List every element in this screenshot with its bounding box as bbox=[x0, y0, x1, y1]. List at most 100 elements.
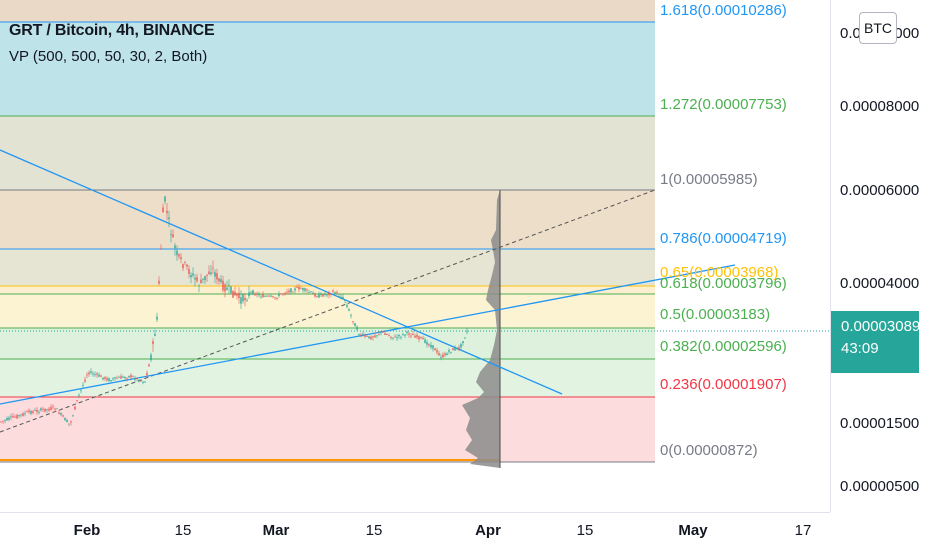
fib-zone-top bbox=[0, 0, 655, 22]
candle-body bbox=[124, 377, 126, 378]
candle-body bbox=[322, 294, 324, 297]
candle-body bbox=[394, 336, 396, 338]
candle-body bbox=[270, 295, 272, 297]
price-label: 0.00008000 bbox=[840, 98, 920, 115]
candle-body bbox=[290, 288, 292, 293]
candle-body bbox=[156, 316, 158, 320]
candle-body bbox=[18, 415, 20, 416]
time-label-may-17: 17 bbox=[794, 522, 812, 539]
candle-body bbox=[166, 210, 168, 214]
candle-body bbox=[70, 421, 72, 423]
candle-body bbox=[300, 288, 302, 290]
candle-body bbox=[332, 290, 334, 292]
candle-body bbox=[114, 377, 116, 379]
candle-body bbox=[252, 290, 254, 295]
fib-zone-0.236 bbox=[0, 397, 655, 462]
candle-body bbox=[380, 331, 382, 333]
descending-trendline bbox=[0, 149, 563, 395]
candle-body bbox=[178, 254, 180, 257]
candle-body bbox=[86, 374, 88, 376]
candle-body bbox=[42, 408, 44, 410]
indicator-legend[interactable]: VP (500, 500, 50, 30, 2, Both) bbox=[9, 48, 208, 65]
time-label-mar-15: 15 bbox=[365, 522, 383, 539]
candle-body bbox=[198, 285, 200, 287]
candle-body bbox=[412, 334, 414, 336]
candle-body bbox=[438, 353, 440, 356]
fib-label-0.236: 0.236(0.00001907) bbox=[660, 376, 787, 393]
candle-body bbox=[138, 380, 140, 382]
candle-body bbox=[220, 279, 222, 283]
candle-body bbox=[278, 294, 280, 297]
candle-body bbox=[266, 295, 268, 297]
candle-body bbox=[22, 413, 24, 416]
candle-body bbox=[82, 385, 84, 386]
candle-body bbox=[186, 264, 188, 267]
candle-body bbox=[8, 417, 10, 420]
candle-body bbox=[256, 293, 258, 295]
candle-body bbox=[202, 278, 204, 280]
fib-label-1.618: 1.618(0.00010286) bbox=[660, 2, 787, 19]
candle-body bbox=[436, 350, 438, 353]
candle-body bbox=[136, 377, 138, 380]
candle-body bbox=[446, 353, 448, 356]
candle-body bbox=[246, 299, 248, 301]
fib-label-0.5: 0.5(0.00003183) bbox=[660, 306, 771, 323]
price-label: 0.00000500 bbox=[840, 478, 920, 495]
fib-zone-0.618 bbox=[0, 294, 655, 328]
candle-body bbox=[344, 300, 346, 301]
candle-body bbox=[398, 334, 400, 337]
candle-body bbox=[126, 378, 128, 379]
price-chart[interactable] bbox=[0, 0, 830, 512]
candle-body bbox=[176, 250, 178, 256]
candle-body bbox=[182, 264, 184, 269]
candle-body bbox=[260, 296, 262, 298]
candle-body bbox=[354, 323, 356, 327]
candle-body bbox=[420, 337, 422, 338]
candle-body bbox=[432, 345, 434, 349]
candle-body bbox=[102, 377, 104, 380]
candle-body bbox=[184, 262, 186, 263]
candle-body bbox=[160, 248, 162, 250]
candle-body bbox=[338, 296, 340, 297]
candle-body bbox=[352, 321, 354, 322]
candle-body bbox=[318, 294, 320, 298]
candle-body bbox=[56, 408, 58, 410]
price-axis[interactable]: 0.00010000 BTC 0.00008000 0.00006000 0.0… bbox=[830, 0, 932, 512]
currency-button[interactable]: BTC bbox=[859, 12, 897, 44]
candle-body bbox=[152, 341, 154, 345]
candle-body bbox=[150, 354, 152, 361]
ascending-trendline bbox=[0, 264, 736, 405]
candle-body bbox=[174, 245, 176, 249]
time-axis[interactable]: Feb 15 Mar 15 Apr 15 May 17 bbox=[0, 512, 830, 551]
candle-body bbox=[248, 292, 250, 297]
candle-body bbox=[424, 339, 426, 343]
candle-body bbox=[234, 291, 236, 296]
candle-body bbox=[342, 297, 344, 299]
candle-body bbox=[390, 336, 392, 338]
candle-body bbox=[20, 414, 22, 416]
candle-body bbox=[216, 273, 218, 280]
candle-body bbox=[442, 354, 444, 358]
candle-body bbox=[108, 378, 110, 381]
time-label-feb: Feb bbox=[73, 522, 101, 539]
fib-zone-1.618 bbox=[0, 22, 655, 116]
candle-body bbox=[444, 353, 446, 356]
fib-zone-0.786 bbox=[0, 249, 655, 286]
candle-body bbox=[452, 348, 454, 351]
candle-body bbox=[240, 297, 242, 304]
candle-body bbox=[316, 296, 318, 298]
candle-body bbox=[238, 292, 240, 299]
chart-area[interactable]: GRT / Bitcoin, 4h, BINANCE VP (500, 500,… bbox=[0, 0, 830, 512]
candle-body bbox=[208, 271, 210, 275]
candle-body bbox=[382, 331, 384, 333]
candle-body bbox=[422, 338, 424, 340]
symbol-title[interactable]: GRT / Bitcoin, 4h, BINANCE bbox=[9, 22, 215, 39]
candle-body bbox=[38, 412, 40, 413]
candle-body bbox=[362, 334, 364, 335]
candle-body bbox=[192, 273, 194, 276]
candle-body bbox=[348, 309, 350, 311]
candle-body bbox=[122, 376, 124, 378]
candle-body bbox=[146, 372, 148, 376]
candle-body bbox=[250, 291, 252, 293]
time-label-may: May bbox=[678, 522, 708, 539]
